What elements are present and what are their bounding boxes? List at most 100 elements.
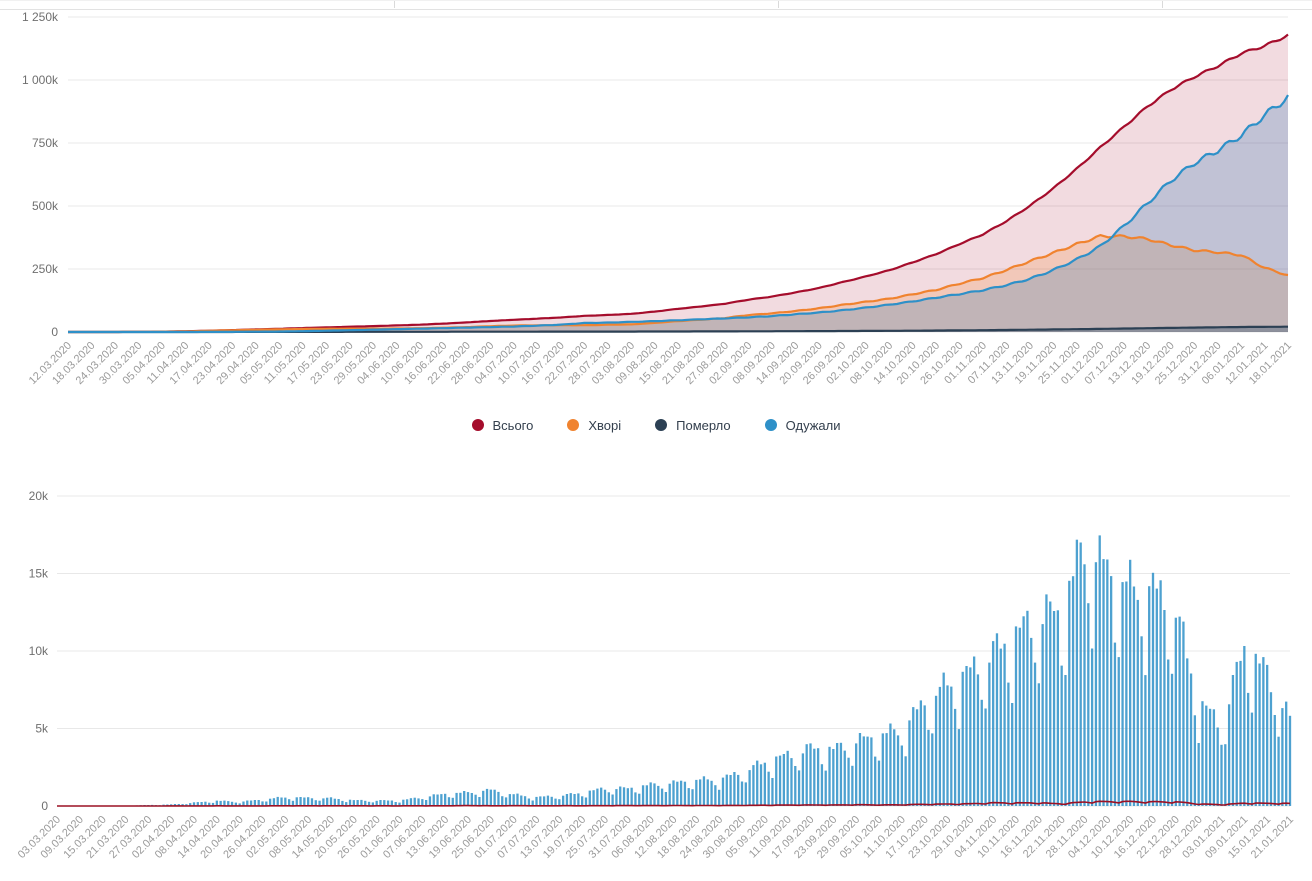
bar xyxy=(1056,610,1060,806)
bar xyxy=(539,796,542,806)
bar xyxy=(847,757,850,806)
bar xyxy=(874,756,877,806)
bar xyxy=(546,795,550,806)
bar xyxy=(1011,703,1014,806)
bar xyxy=(249,800,253,806)
bar xyxy=(683,781,687,806)
bar xyxy=(348,799,352,806)
bar xyxy=(1254,653,1257,806)
bar xyxy=(489,789,492,806)
bar xyxy=(752,765,755,806)
cumulative-area-chart[interactable]: 1 250k 1 000k 750k 500k 250k 0 12.03.2020 18.03… xyxy=(0,8,1312,412)
legend-item-4[interactable]: Одужали xyxy=(764,418,841,433)
bar xyxy=(877,760,881,806)
bar xyxy=(957,729,961,806)
bar xyxy=(1045,594,1048,806)
bar xyxy=(615,789,618,806)
bar xyxy=(885,733,888,806)
area-4 xyxy=(68,95,1288,332)
daily-bar-chart[interactable]: 20k 15k 10k 5k 0 03.03.2020 09.03.2020 15.03.20… xyxy=(0,470,1312,881)
bar xyxy=(1018,627,1021,806)
bar xyxy=(314,800,317,806)
bar xyxy=(866,736,869,806)
bar xyxy=(988,662,991,806)
bar xyxy=(600,787,603,806)
bar xyxy=(1285,701,1288,806)
bar xyxy=(931,733,934,806)
bar xyxy=(204,801,207,806)
bar xyxy=(1136,599,1139,806)
daily-bar-chart-canvas[interactable]: 20k15k10k5k003.03.202009.03.202015.03.20… xyxy=(0,470,1312,881)
bar xyxy=(630,787,633,806)
bar xyxy=(516,793,519,806)
bar xyxy=(417,798,420,806)
bar xyxy=(482,790,485,806)
bar xyxy=(1060,665,1063,806)
bar xyxy=(501,796,504,806)
bar xyxy=(333,798,336,806)
bar xyxy=(672,780,675,806)
bar xyxy=(1052,611,1056,806)
bar xyxy=(367,801,371,806)
chart-legend: Всього Хворі Померло Одужали xyxy=(0,410,1312,440)
bar xyxy=(394,802,397,806)
area-1 xyxy=(68,34,1288,332)
bar xyxy=(1125,581,1128,806)
bar xyxy=(893,729,896,806)
bar xyxy=(839,742,843,806)
bar xyxy=(657,785,660,806)
y-tick-label: 20k xyxy=(29,489,49,503)
bar xyxy=(767,771,770,806)
bar xyxy=(786,750,789,806)
bar xyxy=(1022,616,1025,806)
bar xyxy=(520,795,523,806)
bar xyxy=(215,800,218,806)
bar xyxy=(938,686,942,806)
bar xyxy=(1224,744,1227,806)
bar xyxy=(371,802,375,806)
bar xyxy=(919,700,923,806)
legend-item-3[interactable]: Померло xyxy=(655,418,731,433)
legend-item-1[interactable]: Всього xyxy=(471,418,533,433)
bar xyxy=(268,798,272,806)
bar xyxy=(725,774,728,806)
bar xyxy=(596,788,599,806)
bar xyxy=(463,791,466,806)
bar xyxy=(341,800,344,806)
bar xyxy=(310,798,314,806)
bar xyxy=(558,799,561,806)
bar xyxy=(1262,657,1265,806)
bar xyxy=(946,685,949,806)
bar xyxy=(1140,636,1143,806)
bar xyxy=(714,785,717,806)
bar xyxy=(326,797,329,806)
legend-marker-icon xyxy=(655,419,668,431)
bar xyxy=(969,667,972,806)
bar xyxy=(295,797,298,806)
bar xyxy=(276,796,279,806)
bar xyxy=(1064,675,1067,806)
bar xyxy=(740,781,744,806)
bar xyxy=(474,794,477,806)
bar xyxy=(607,792,610,806)
bar xyxy=(744,782,747,806)
bar xyxy=(1094,562,1098,806)
bar xyxy=(771,778,774,806)
bar xyxy=(405,799,409,806)
bar xyxy=(337,799,340,806)
bar xyxy=(1014,626,1018,806)
bar xyxy=(1243,646,1246,806)
bar xyxy=(466,792,470,806)
bar xyxy=(398,802,401,806)
bar xyxy=(512,794,515,806)
bar xyxy=(984,708,987,806)
legend-item-2[interactable]: Хворі xyxy=(567,418,621,433)
bar xyxy=(1087,603,1090,806)
bar xyxy=(577,793,580,806)
bar xyxy=(581,796,584,806)
bar xyxy=(542,796,546,806)
bar xyxy=(352,800,355,806)
table-column-divider xyxy=(1162,1,1163,8)
